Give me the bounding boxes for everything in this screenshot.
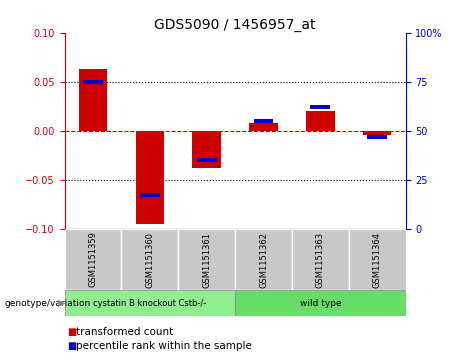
Text: cystatin B knockout Cstb-/-: cystatin B knockout Cstb-/- (93, 299, 207, 307)
Bar (65, 229, 121, 290)
Text: GSM1151359: GSM1151359 (89, 232, 97, 287)
Bar (83, 80, 103, 83)
Bar (193, 131, 221, 168)
Bar (136, 131, 164, 224)
Text: wild type: wild type (300, 299, 341, 307)
Text: GSM1151361: GSM1151361 (202, 232, 211, 287)
Bar (363, 131, 391, 135)
Text: GSM1151360: GSM1151360 (145, 232, 154, 287)
Bar (65, 290, 235, 316)
Bar (310, 105, 331, 109)
Bar (254, 119, 273, 123)
Bar (292, 229, 349, 290)
Bar (249, 123, 278, 131)
Text: percentile rank within the sample: percentile rank within the sample (76, 340, 252, 351)
Bar (235, 229, 292, 290)
Text: GSM1151362: GSM1151362 (259, 232, 268, 287)
Bar (306, 111, 335, 131)
Bar (235, 290, 406, 316)
Title: GDS5090 / 1456957_at: GDS5090 / 1456957_at (154, 18, 316, 32)
Bar (349, 229, 406, 290)
Text: GSM1151364: GSM1151364 (373, 232, 382, 287)
Bar (79, 69, 107, 131)
Text: ▶: ▶ (58, 298, 65, 308)
Bar (367, 135, 387, 139)
Text: GSM1151363: GSM1151363 (316, 232, 325, 287)
Bar (197, 158, 217, 162)
Text: ■: ■ (67, 327, 76, 337)
Bar (121, 229, 178, 290)
Text: ■: ■ (67, 340, 76, 351)
Text: genotype/variation: genotype/variation (5, 299, 91, 307)
Bar (140, 193, 160, 197)
Bar (178, 229, 235, 290)
Text: transformed count: transformed count (76, 327, 173, 337)
